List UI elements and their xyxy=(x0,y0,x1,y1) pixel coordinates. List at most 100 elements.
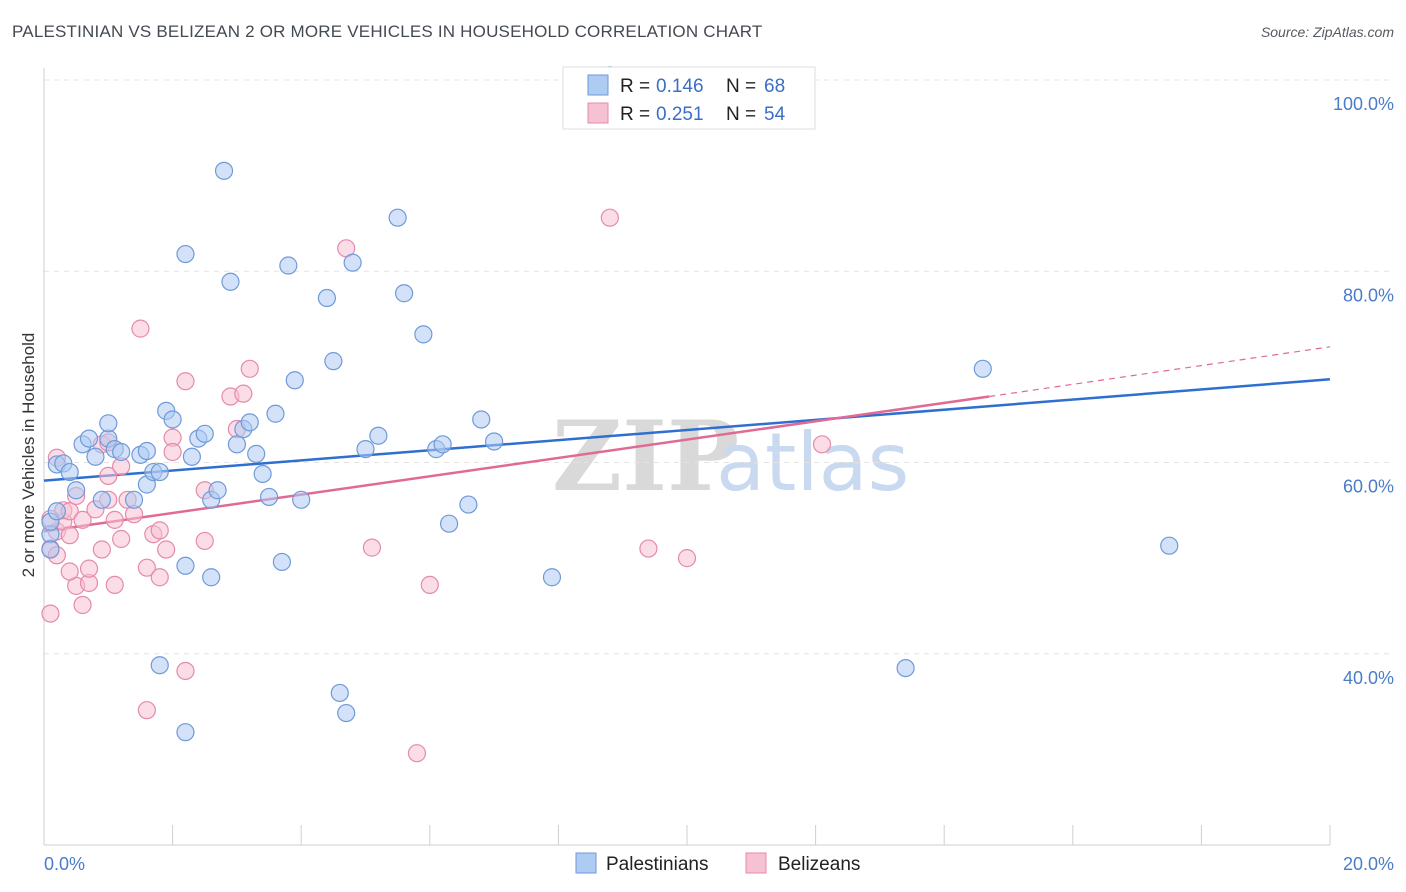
palestinian-point-54 xyxy=(472,410,491,429)
palestinian-point-65 xyxy=(1160,536,1179,555)
legend-n-label-1: N = xyxy=(726,76,756,97)
palestinian-point-60 xyxy=(330,683,349,703)
belizean-point-0 xyxy=(41,604,60,623)
legend-n-value-2: 54 xyxy=(764,104,786,125)
palestinian-point-5 xyxy=(60,462,79,482)
palestinian-point-58 xyxy=(202,568,221,587)
y-tick-label-0: 40.0% xyxy=(1343,668,1394,688)
belizean-point-41 xyxy=(240,359,259,378)
palestinian-point-35 xyxy=(253,464,272,484)
palestinian-point-48 xyxy=(394,284,414,303)
palestinian-point-64 xyxy=(973,359,992,378)
bottom-legend-swatch-palestinians xyxy=(575,852,597,874)
bottom-legend-swatch-belizeans xyxy=(745,852,767,874)
palestinian-point-34 xyxy=(247,444,266,463)
palestinian-point-47 xyxy=(388,208,407,227)
palestinian-point-29 xyxy=(214,161,234,180)
palestinian-point-30 xyxy=(221,272,240,291)
palestinian-point-14 xyxy=(112,442,131,462)
legend-n-value-1: 68 xyxy=(764,76,785,97)
palestinian-point-22 xyxy=(163,410,182,429)
legend-r-value-2: 0.251 xyxy=(656,104,704,125)
palestinian-point-43 xyxy=(324,352,343,371)
belizean-point-25 xyxy=(131,319,150,338)
source-credit: Source: ZipAtlas.com xyxy=(1260,24,1394,40)
belizean-point-11 xyxy=(73,595,92,615)
palestinian-point-44 xyxy=(343,253,362,272)
palestinian-point-62 xyxy=(542,568,562,587)
trendline-belizeans-extension xyxy=(989,346,1331,398)
palestinian-point-38 xyxy=(272,552,292,572)
palestinian-point-41 xyxy=(292,490,311,509)
belizean-point-21 xyxy=(112,529,131,549)
y-tick-label-3: 100.0% xyxy=(1333,94,1394,114)
belizean-point-33 xyxy=(163,442,182,462)
x-tick-label-max: 20.0% xyxy=(1343,854,1394,874)
palestinian-point-26 xyxy=(195,424,214,443)
palestinian-point-46 xyxy=(369,426,388,445)
palestinian-point-61 xyxy=(337,703,356,723)
y-tick-label-1: 60.0% xyxy=(1343,477,1394,497)
palestinian-point-59 xyxy=(176,723,195,742)
belizean-point-15 xyxy=(92,540,111,559)
palestinian-point-57 xyxy=(176,556,195,575)
x-tick-label-min: 0.0% xyxy=(44,854,85,874)
palestinian-point-66 xyxy=(896,658,915,678)
palestinian-point-55 xyxy=(485,432,504,451)
belizean-point-27 xyxy=(137,701,156,720)
belizean-point-17 xyxy=(99,466,118,485)
palestinian-point-15 xyxy=(124,490,144,509)
belizean-point-26 xyxy=(137,558,156,577)
palestinian-point-52 xyxy=(439,514,459,533)
palestinian-point-67 xyxy=(41,540,60,559)
belizean-point-34 xyxy=(176,661,195,681)
legend-r-label-1: R = xyxy=(620,76,650,97)
belizean-point-29 xyxy=(150,568,169,587)
belizean-point-46 xyxy=(600,208,619,227)
belizean-point-30 xyxy=(150,521,169,540)
belizean-point-19 xyxy=(105,510,124,529)
trendline-palestinians xyxy=(43,378,1331,482)
palestinian-point-10 xyxy=(92,490,111,509)
belizean-point-48 xyxy=(677,549,697,568)
top-legend: R = 0.146 N = 68 R = 0.251 N = 54 xyxy=(562,66,816,130)
bottom-legend-label-belizeans: Belizeans xyxy=(778,854,860,875)
legend-swatch-palestinians xyxy=(587,74,609,96)
y-tick-label-2: 80.0% xyxy=(1343,285,1394,305)
watermark-zip: ZIP xyxy=(552,400,739,513)
point-layer xyxy=(41,66,1179,763)
palestinian-point-39 xyxy=(279,256,298,275)
legend-swatch-belizeans xyxy=(587,102,609,124)
belizean-point-31 xyxy=(157,540,176,559)
legend-r-value-1: 0.146 xyxy=(656,76,704,97)
belizean-point-44 xyxy=(420,575,439,595)
palestinian-point-31 xyxy=(227,435,246,454)
palestinian-point-28 xyxy=(208,481,227,500)
trend-layer xyxy=(43,346,1331,533)
palestinian-point-33 xyxy=(240,413,259,432)
palestinian-point-53 xyxy=(459,495,478,514)
legend-n-label-2: N = xyxy=(726,104,756,125)
palestinian-point-45 xyxy=(356,440,375,459)
belizean-point-20 xyxy=(105,575,124,595)
y-axis-title: 2 or more Vehicles in Household xyxy=(19,333,38,578)
belizean-point-37 xyxy=(195,531,214,551)
chart-title: PALESTINIAN VS BELIZEAN 2 OR MORE VEHICL… xyxy=(12,22,763,41)
palestinian-point-8 xyxy=(79,429,99,448)
axis-layer: 40.0% 60.0% 80.0% 100.0% xyxy=(43,68,1394,846)
palestinian-point-17 xyxy=(137,441,156,461)
belizean-point-7 xyxy=(60,526,79,545)
palestinian-point-40 xyxy=(285,371,304,390)
belizean-point-40 xyxy=(234,384,253,403)
palestinian-point-9 xyxy=(86,447,105,466)
palestinian-point-23 xyxy=(176,244,195,264)
belizean-point-10 xyxy=(73,510,92,529)
trendline-belizeans xyxy=(43,395,990,533)
palestinian-point-37 xyxy=(266,404,285,423)
belizean-point-13 xyxy=(79,559,99,578)
legend-r-label-2: R = xyxy=(620,104,650,125)
belizean-point-43 xyxy=(362,538,382,557)
palestinian-point-6 xyxy=(67,481,86,500)
palestinian-point-2 xyxy=(47,502,66,521)
